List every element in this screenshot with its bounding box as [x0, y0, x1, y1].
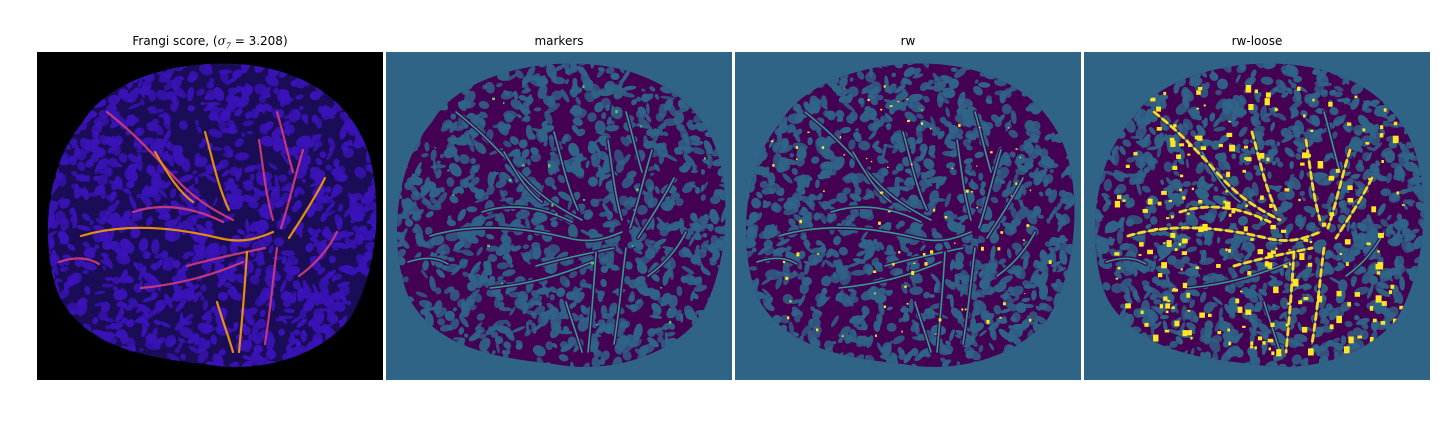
rw-image [735, 52, 1081, 380]
title-math: σ7 [217, 34, 231, 51]
frangi-score-image [37, 52, 383, 380]
sigma-symbol: σ [217, 34, 226, 48]
texture-layer [1095, 63, 1424, 367]
panel-title-frangi: Frangi score, (σ7 = 3.208) [37, 34, 383, 50]
panel-title-rw: rw [900, 34, 916, 48]
vessel-layer [406, 110, 688, 354]
panel-title-rw-loose: rw-loose [1231, 34, 1283, 48]
title-suffix: ) [282, 34, 288, 48]
sigma-subscript: 7 [225, 41, 231, 51]
label-spots [766, 84, 1052, 348]
vessel-layer [755, 110, 1037, 354]
label-spots [1114, 84, 1406, 357]
panel-title-markers: markers [534, 34, 584, 48]
title-value: = 3.208 [230, 34, 283, 48]
markers-image [386, 52, 732, 380]
vessel-layer [57, 110, 339, 354]
title-prefix: Frangi score, ( [132, 34, 218, 48]
rw-loose-image [1084, 52, 1430, 380]
label-spots [434, 85, 706, 326]
